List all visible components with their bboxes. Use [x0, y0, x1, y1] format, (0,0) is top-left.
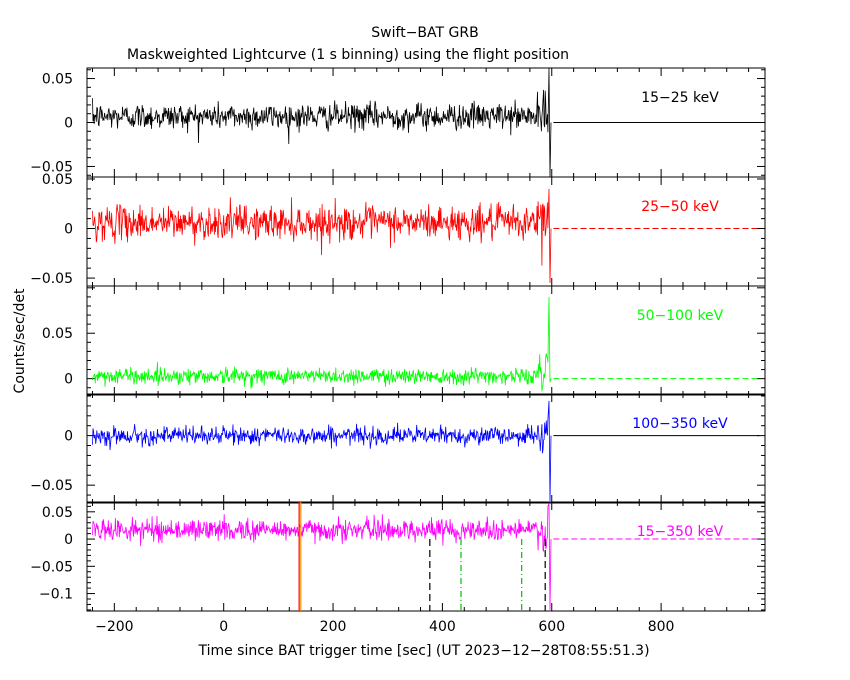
band-label: 15−350 keV: [637, 524, 724, 540]
y-tick-label: −0.1: [39, 587, 73, 603]
y-tick-label: −0.05: [30, 559, 73, 575]
panel-5: 0.05 0 −0.05 −0.1 15−350 keV −200 0 200 400 600 80…: [30, 501, 766, 635]
x-tick-label: 200: [320, 619, 347, 635]
panel-frame: [86, 176, 766, 287]
band-label: 25−50 keV: [641, 199, 719, 215]
y-tick-label: 0.05: [42, 326, 73, 342]
panel-2: 0.05 0 −0.05 25−50 keV: [30, 172, 766, 287]
panel-1: 0.05 0 −0.05 15−25 keV: [30, 67, 766, 178]
x-tick-label: 600: [538, 619, 565, 635]
y-tick-label: 0.05: [42, 505, 73, 521]
band-label: 15−25 keV: [641, 90, 719, 106]
series-line: [92, 400, 552, 502]
band-label: 100−350 keV: [632, 416, 728, 432]
band-label: 50−100 keV: [637, 308, 724, 324]
y-tick-label: −0.05: [30, 478, 73, 494]
chart-title: Swift−BAT GRB: [371, 25, 478, 41]
panel-frame: [86, 393, 766, 504]
y-tick-label: −0.05: [30, 271, 73, 287]
chart-subtitle: Maskweighted Lightcurve (1 s binning) us…: [127, 47, 569, 63]
panel-frame: [86, 285, 766, 396]
y-tick-label: 0.05: [42, 72, 73, 88]
y-axis-label: Counts/sec/det: [12, 288, 28, 393]
series-line: [92, 67, 552, 178]
x-tick-label: 0: [219, 619, 228, 635]
x-tick-label: 800: [648, 619, 675, 635]
series-line: [92, 188, 552, 284]
x-tick-label: 400: [429, 619, 456, 635]
y-tick-label: 0.05: [42, 172, 73, 188]
series-line: [92, 296, 552, 392]
y-tick-label: 0: [64, 372, 73, 388]
panel-frame: [86, 501, 766, 612]
y-tick-label: 0: [64, 429, 73, 445]
y-tick-label: 0: [64, 532, 73, 548]
y-tick-label: 0: [64, 116, 73, 132]
panel-4: 0 −0.05 100−350 keV: [30, 393, 766, 504]
y-tick-label: 0: [64, 222, 73, 238]
x-tick-label: −200: [95, 619, 133, 635]
y-tick-label: −0.05: [30, 159, 73, 175]
x-axis-label: Time since BAT trigger time [sec] (UT 20…: [197, 643, 649, 659]
series-line: [92, 503, 552, 610]
panel-3: 0.05 0 50−100 keV: [42, 285, 766, 396]
